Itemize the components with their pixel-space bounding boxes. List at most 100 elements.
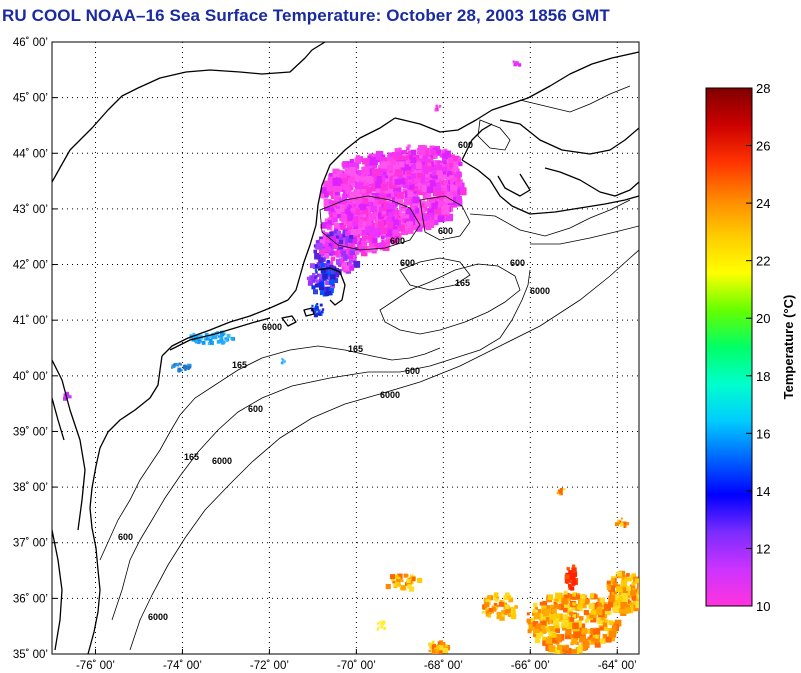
sst-pixel <box>510 613 517 620</box>
sst-pixel <box>448 168 453 173</box>
sst-pixel <box>226 336 229 339</box>
sst-pixel <box>328 269 332 273</box>
sst-pixel <box>327 177 333 183</box>
sst-pixel <box>432 171 436 176</box>
sst-pixel <box>415 217 424 226</box>
sst-pixel <box>371 168 380 177</box>
sst-pixel <box>438 641 441 645</box>
sst-pixel <box>548 605 556 613</box>
sst-pixel <box>368 235 374 241</box>
sst-pixel <box>333 250 339 256</box>
sst-pixel <box>403 150 407 154</box>
sst-pixel <box>419 170 428 178</box>
sst-pixel <box>375 181 383 189</box>
sst-pixel <box>388 183 395 189</box>
sst-pixel <box>426 186 434 194</box>
sst-pixel <box>333 268 339 275</box>
sst-pixel <box>341 261 347 268</box>
sst-pixel <box>425 174 429 178</box>
sst-pixel <box>341 245 345 249</box>
sst-pixel <box>361 221 366 226</box>
sst-pixel <box>365 175 374 184</box>
lat-label: 35˚ 00’ <box>13 649 48 661</box>
sst-pixel <box>496 616 500 620</box>
sst-pixel <box>343 256 348 261</box>
sst-pixel <box>331 208 335 212</box>
lat-label: 43˚ 00’ <box>13 204 48 216</box>
sst-pixel <box>599 626 604 631</box>
sst-pixel <box>502 602 506 607</box>
colorbar-tick-label: 12 <box>756 541 770 556</box>
sst-pixel <box>493 592 499 597</box>
sst-pixel <box>340 207 345 213</box>
sst-pixel <box>410 149 417 156</box>
sst-pixel <box>366 179 372 185</box>
sst-pixel <box>533 612 541 620</box>
sst-pixel <box>428 643 432 647</box>
isobath-label: 600 <box>405 366 420 376</box>
sst-pixel <box>352 204 357 208</box>
sst-pixel <box>416 225 423 232</box>
sst-pixel <box>450 157 456 164</box>
sst-pixel <box>216 340 221 344</box>
sst-pixel <box>428 166 434 172</box>
lat-label: 44˚ 00’ <box>13 148 48 160</box>
sst-pixel <box>377 626 380 629</box>
sst-pixel <box>396 578 401 583</box>
sst-pixel <box>316 273 321 277</box>
sst-pixel <box>384 239 388 243</box>
sst-pixel <box>349 243 354 249</box>
sst-pixel <box>442 171 447 175</box>
sst-pixel <box>318 266 322 271</box>
sst-pixel <box>317 283 321 286</box>
sst-pixel <box>386 236 393 243</box>
sst-pixel <box>387 222 393 229</box>
sst-pixel <box>595 639 600 644</box>
sst-pixel <box>383 201 390 208</box>
sst-pixel <box>615 522 619 527</box>
sst-pixel <box>361 166 370 175</box>
sst-pixel <box>386 230 393 237</box>
sst-pixel <box>577 603 583 609</box>
sst-pixel <box>617 584 621 588</box>
sst-pixel <box>313 312 316 315</box>
sst-pixel <box>540 616 546 622</box>
sst-pixel <box>440 165 445 169</box>
sst-pixel <box>557 489 562 494</box>
sst-pixel <box>365 186 372 194</box>
sst-pixel <box>330 250 336 255</box>
sst-pixel <box>322 277 326 281</box>
sst-pixel <box>339 249 345 254</box>
colorbar-tick-label: 26 <box>756 139 770 154</box>
sst-pixel <box>556 605 561 610</box>
sst-pixel <box>208 334 212 338</box>
sst-pixel <box>535 623 542 629</box>
sst-pixel <box>444 195 453 204</box>
sst-pixel <box>506 592 510 597</box>
sst-pixel <box>572 614 576 619</box>
sst-pixel <box>437 215 445 223</box>
sst-pixel <box>378 195 387 204</box>
sst-pixel <box>381 189 386 193</box>
sst-pixel <box>437 650 443 654</box>
sst-pixel <box>326 290 331 296</box>
sst-pixel <box>612 582 618 588</box>
sst-pixel <box>613 595 618 599</box>
sst-pixel <box>616 571 622 577</box>
sst-pixel <box>447 172 455 179</box>
coastline <box>52 42 639 654</box>
sst-pixel <box>614 594 621 601</box>
sst-pixel <box>333 222 340 229</box>
sst-pixel <box>327 243 333 248</box>
sst-pixel <box>549 614 556 621</box>
sst-pixel <box>608 620 614 626</box>
sst-pixel <box>424 201 431 207</box>
sst-pixel <box>314 269 318 272</box>
sst-pixel <box>614 619 622 627</box>
sst-pixel <box>395 153 399 157</box>
sst-pixel <box>372 192 379 200</box>
sst-pixel <box>320 262 325 267</box>
sst-pixel <box>564 645 570 651</box>
sst-pixel <box>376 176 382 182</box>
isobath-label: 600 <box>248 404 263 414</box>
